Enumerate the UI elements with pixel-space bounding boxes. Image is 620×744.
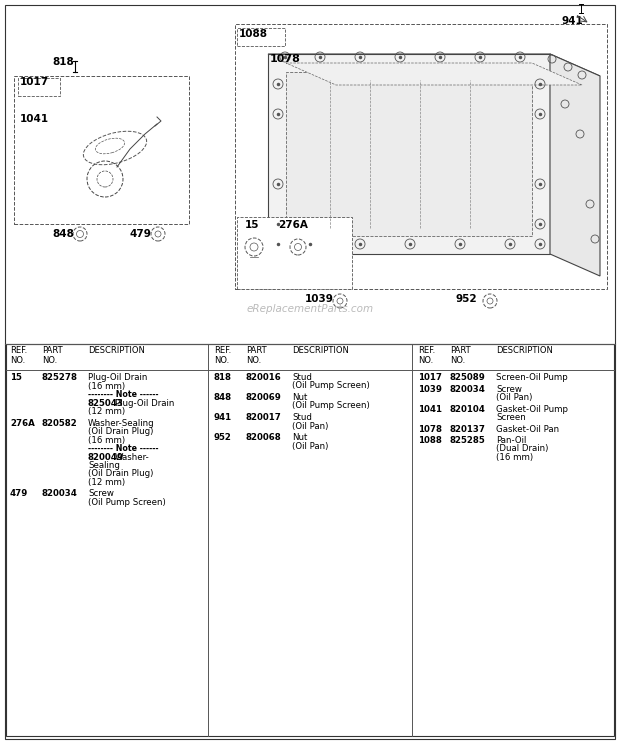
Text: Gasket-Oil Pump: Gasket-Oil Pump [496,405,568,414]
Text: -------- Note ------: -------- Note ------ [88,390,159,399]
Text: (Oil Pan): (Oil Pan) [292,422,329,431]
Text: 820068: 820068 [246,433,281,442]
Polygon shape [268,54,600,76]
Text: Pan-Oil: Pan-Oil [496,436,526,445]
Text: 952: 952 [455,294,477,304]
Text: (16 mm): (16 mm) [496,453,533,462]
Text: (12 mm): (12 mm) [88,407,125,416]
Text: Sealing: Sealing [88,461,120,470]
Text: 818: 818 [214,373,232,382]
Text: eReplacementParts.com: eReplacementParts.com [246,304,374,314]
Text: REF.
NO.: REF. NO. [214,346,231,365]
Text: Gasket-Oil Pan: Gasket-Oil Pan [496,425,559,434]
Text: 941: 941 [214,413,232,422]
Text: 1078: 1078 [418,425,442,434]
Text: -------- Note ------: -------- Note ------ [88,444,159,453]
Text: REF.
NO.: REF. NO. [10,346,27,365]
Text: 820034: 820034 [450,385,486,394]
Text: Screw: Screw [496,385,522,394]
Bar [235,24,607,289]
Text: 941: 941 [561,16,583,26]
Text: 1088: 1088 [418,436,442,445]
Text: (Oil Pan): (Oil Pan) [496,393,533,402]
Text: 818: 818 [52,57,74,67]
Bar [14,76,189,224]
Text: (Oil Drain Plug): (Oil Drain Plug) [88,427,153,436]
Text: DESCRIPTION: DESCRIPTION [496,346,553,355]
Text: Plug-Oil Drain: Plug-Oil Drain [115,399,175,408]
Bar [237,28,285,46]
Text: 1039: 1039 [418,385,442,394]
Text: DESCRIPTION: DESCRIPTION [292,346,349,355]
Text: 820069: 820069 [246,393,281,402]
Text: (16 mm): (16 mm) [88,382,125,391]
Text: 820016: 820016 [246,373,281,382]
Text: Screen-Oil Pump: Screen-Oil Pump [496,373,568,382]
Text: 15: 15 [10,373,22,382]
Text: (Oil Pump Screen): (Oil Pump Screen) [292,382,370,391]
Text: Screen: Screen [496,413,526,422]
Text: 825278: 825278 [42,373,78,382]
Bar [6,344,614,736]
Text: Nut: Nut [292,393,308,402]
Text: 1017: 1017 [20,77,49,87]
Text: DESCRIPTION: DESCRIPTION [88,346,145,355]
Text: (Oil Pan): (Oil Pan) [292,441,329,451]
Text: 820017: 820017 [246,413,282,422]
Text: 1088: 1088 [239,29,268,39]
Polygon shape [286,63,582,85]
Text: 479: 479 [130,229,152,239]
Text: REF.
NO.: REF. NO. [418,346,435,365]
Text: 1078: 1078 [270,54,301,64]
Text: 820104: 820104 [450,405,486,414]
Text: 825089: 825089 [450,373,485,382]
Text: 1017: 1017 [418,373,442,382]
Text: Washer-Sealing: Washer-Sealing [88,418,154,428]
Text: PART
NO.: PART NO. [246,346,267,365]
Bar [237,217,352,289]
Polygon shape [550,54,600,276]
Text: 825043: 825043 [88,399,124,408]
Text: (Oil Pump Screen): (Oil Pump Screen) [88,498,166,507]
Polygon shape [268,54,550,254]
Text: 1041: 1041 [20,114,49,124]
Text: 820049: 820049 [88,452,124,461]
Text: 952: 952 [214,433,232,442]
Text: Stud: Stud [292,373,312,382]
Text: 15: 15 [245,220,260,230]
Text: 848: 848 [52,229,74,239]
Text: 820034: 820034 [42,490,78,498]
Text: Screw: Screw [88,490,114,498]
Text: 820582: 820582 [42,418,78,428]
Text: 1041: 1041 [418,405,442,414]
Text: Stud: Stud [292,413,312,422]
Text: PART
NO.: PART NO. [42,346,63,365]
Text: Plug-Oil Drain: Plug-Oil Drain [88,373,148,382]
Text: (16 mm): (16 mm) [88,435,125,444]
Text: (12 mm): (12 mm) [88,478,125,487]
Text: 1039: 1039 [305,294,334,304]
Text: 276A: 276A [278,220,308,230]
Text: 820137: 820137 [450,425,486,434]
Text: (Dual Drain): (Dual Drain) [496,444,548,454]
Text: 848: 848 [214,393,232,402]
Text: 825285: 825285 [450,436,485,445]
Text: PART
NO.: PART NO. [450,346,471,365]
Text: (Oil Drain Plug): (Oil Drain Plug) [88,469,153,478]
Text: Washer-: Washer- [115,452,150,461]
Text: 479: 479 [10,490,29,498]
Text: Nut: Nut [292,433,308,442]
Bar [18,78,60,96]
Polygon shape [286,72,532,236]
Text: 276A: 276A [10,418,35,428]
Text: (Oil Pump Screen): (Oil Pump Screen) [292,402,370,411]
